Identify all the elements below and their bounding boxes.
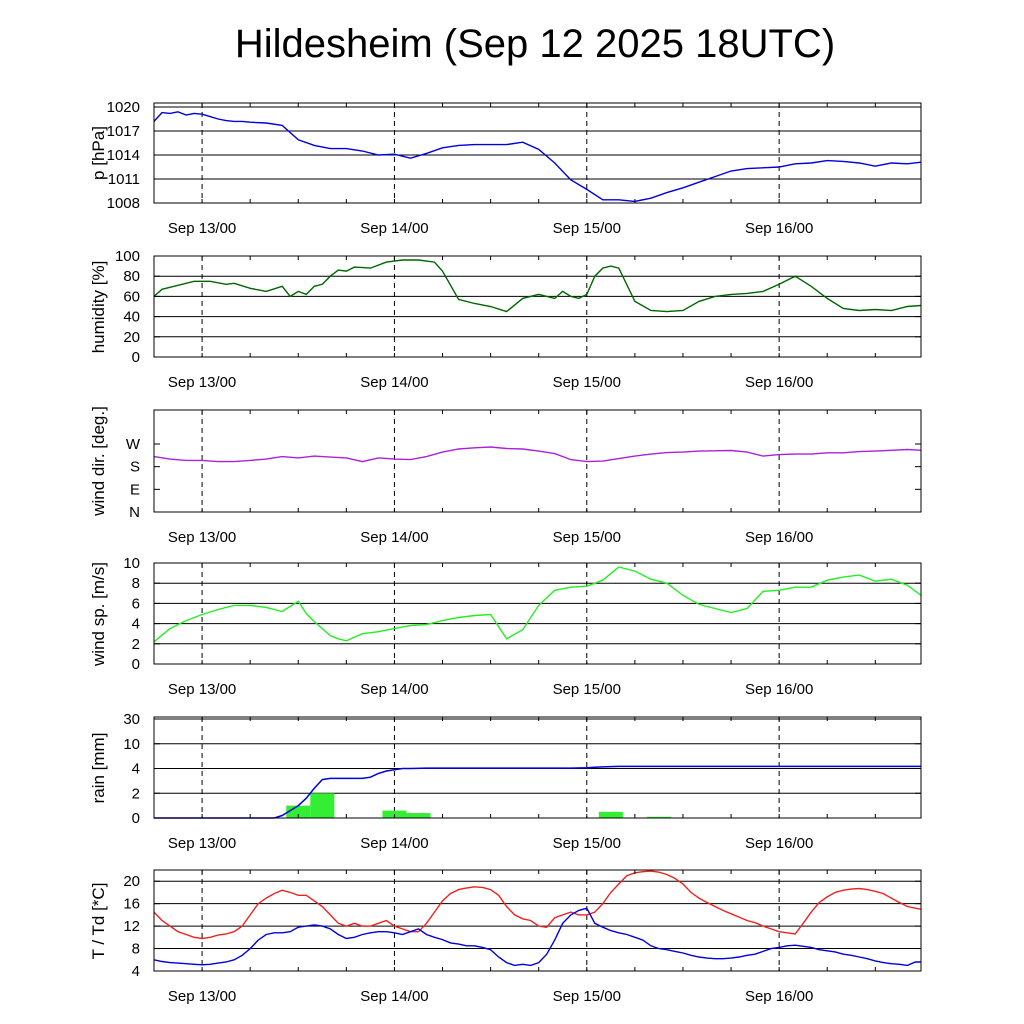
rain-cumulative-line [154, 765, 921, 819]
x-tick-label: Sep 16/00 [745, 220, 813, 237]
y-tick-label: 1020 [107, 99, 140, 116]
x-tick-label: Sep 13/00 [168, 220, 236, 237]
y-tick-label: 2 [132, 785, 140, 802]
rain-axis-label: rain [mm] [89, 733, 108, 804]
y-tick-label: 0 [132, 810, 140, 827]
wind_direction-axis-label: wind dir. [deg.] [89, 406, 108, 517]
y-tick-label: 10 [123, 736, 140, 753]
wind_speed-series-line [153, 566, 922, 643]
y-tick-label: 2 [132, 636, 140, 653]
pressure-series-line [153, 111, 922, 203]
y-tick-label: 8 [132, 941, 140, 958]
x-tick-label: Sep 15/00 [553, 220, 621, 237]
chart-title: Hildesheim (Sep 12 2025 18UTC) [234, 22, 836, 66]
rain-bar [598, 811, 623, 818]
x-tick-label: Sep 14/00 [360, 681, 428, 698]
x-tick-label: Sep 13/00 [168, 988, 236, 1005]
y-tick-label: 12 [123, 918, 140, 935]
x-tick-label: Sep 16/00 [745, 374, 813, 391]
y-tick-label: 6 [132, 595, 140, 612]
y-tick-label: S [130, 459, 140, 476]
y-tick-label: 40 [123, 309, 140, 326]
x-tick-label: Sep 16/00 [745, 681, 813, 698]
x-tick-label: Sep 14/00 [360, 220, 428, 237]
humidity-series-line [153, 259, 922, 313]
y-tick-label: 4 [132, 761, 140, 778]
x-tick-label: Sep 14/00 [360, 835, 428, 852]
x-tick-label: Sep 13/00 [168, 681, 236, 698]
y-tick-label: 16 [123, 896, 140, 913]
temperature-axis-label: T / Td [*C] [89, 883, 108, 960]
y-tick-label: 1017 [107, 123, 140, 140]
temperature-td-line [153, 907, 921, 967]
y-tick-label: N [129, 504, 140, 521]
y-tick-label: 20 [123, 329, 140, 346]
plot-frame [153, 102, 922, 204]
x-tick-label: Sep 13/00 [168, 835, 236, 852]
y-tick-label: 0 [132, 656, 140, 673]
x-tick-label: Sep 15/00 [553, 374, 621, 391]
wind_direction-series-line [153, 446, 922, 463]
x-tick-label: Sep 15/00 [553, 529, 621, 546]
x-tick-label: Sep 15/00 [553, 681, 621, 698]
y-tick-label: 30 [123, 711, 140, 728]
y-tick-label: 4 [132, 963, 140, 980]
y-tick-label: 4 [132, 616, 140, 633]
plot-frame [153, 409, 922, 513]
y-tick-label: 60 [123, 288, 140, 305]
x-tick-label: Sep 16/00 [745, 529, 813, 546]
rain-bar [406, 813, 431, 818]
y-tick-label: W [126, 436, 141, 453]
x-tick-label: Sep 14/00 [360, 374, 428, 391]
y-tick-label: 10 [123, 555, 140, 572]
y-tick-label: 20 [123, 873, 140, 890]
x-tick-label: Sep 13/00 [168, 529, 236, 546]
y-tick-label: 1011 [108, 171, 140, 188]
x-tick-label: Sep 16/00 [745, 988, 813, 1005]
rain-bar [310, 793, 335, 818]
x-tick-label: Sep 14/00 [360, 988, 428, 1005]
y-tick-label: 100 [115, 248, 140, 265]
rain-bar [646, 816, 671, 818]
plot-frame [153, 562, 922, 665]
plot-frame [153, 716, 922, 819]
x-tick-label: Sep 15/00 [553, 988, 621, 1005]
y-tick-label: 0 [132, 349, 140, 366]
x-tick-label: Sep 13/00 [168, 374, 236, 391]
humidity-axis-label: humidity [%] [89, 261, 108, 354]
y-tick-label: 80 [123, 268, 140, 285]
plot-frame [153, 255, 922, 358]
x-tick-label: Sep 15/00 [553, 835, 621, 852]
x-tick-label: Sep 14/00 [360, 529, 428, 546]
wind_speed-axis-label: wind sp. [m/s] [89, 562, 108, 667]
y-tick-label: 8 [132, 575, 140, 592]
y-tick-label: E [130, 481, 140, 498]
plot-frame [153, 869, 922, 972]
x-tick-label: Sep 16/00 [745, 835, 813, 852]
temperature-t-line [153, 870, 922, 940]
pressure-axis-label: p [hPa] [89, 126, 108, 180]
y-tick-label: 1014 [107, 147, 140, 164]
y-tick-label: 1008 [107, 195, 140, 212]
